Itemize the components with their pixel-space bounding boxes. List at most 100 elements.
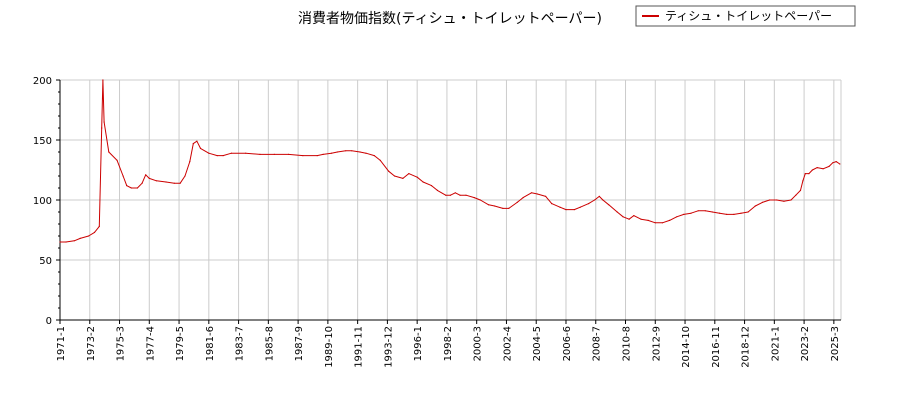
data-point — [330, 152, 332, 154]
x-tick-label: 2012-9 — [651, 326, 662, 361]
data-point — [108, 151, 110, 153]
data-point — [379, 159, 381, 161]
data-point — [640, 218, 642, 220]
data-point — [116, 159, 118, 161]
data-point — [402, 177, 404, 179]
data-point — [273, 153, 275, 155]
data-point — [769, 199, 771, 201]
x-tick-label: 2008-7 — [592, 326, 603, 361]
data-point — [704, 210, 706, 212]
data-point — [530, 192, 533, 194]
data-point — [126, 185, 128, 187]
data-point — [141, 182, 143, 184]
data-point — [516, 201, 518, 203]
data-point — [488, 204, 490, 206]
data-point — [79, 237, 81, 239]
legend: ティシュ・トイレットペーパー — [635, 5, 856, 27]
x-tick-label: 1975-3 — [116, 326, 127, 361]
data-point — [179, 182, 181, 184]
y-tick-label: 150 — [33, 136, 52, 147]
data-point — [628, 218, 630, 220]
data-point — [502, 207, 504, 209]
data-point — [669, 219, 671, 221]
data-point — [449, 194, 452, 196]
data-point — [192, 143, 194, 145]
x-tick-label: 2006-6 — [562, 326, 573, 361]
data-point — [103, 121, 105, 123]
x-tick-label: 2014-10 — [681, 326, 692, 368]
data-point — [165, 181, 167, 183]
data-point — [661, 222, 664, 224]
data-point — [816, 167, 818, 169]
data-point — [683, 213, 685, 215]
legend-label: ティシュ・トイレットペーパー — [665, 9, 832, 23]
x-tick-label: 2010-8 — [622, 326, 633, 361]
data-point — [804, 173, 806, 175]
x-tick-label: 1985-8 — [264, 326, 275, 361]
data-point — [579, 206, 581, 208]
data-point — [719, 212, 721, 214]
data-point — [795, 194, 797, 196]
legend-box — [635, 5, 856, 27]
data-point — [173, 182, 175, 184]
data-point — [373, 155, 375, 157]
y-tick-label: 50 — [39, 256, 52, 267]
data-point — [408, 173, 410, 175]
data-point — [598, 195, 600, 197]
x-tick-label: 1993-12 — [383, 326, 394, 368]
x-tick-label: 2004-5 — [532, 326, 543, 361]
data-point — [654, 222, 656, 224]
data-point — [316, 155, 318, 157]
data-point — [288, 153, 290, 155]
x-tick-label: 2023-2 — [800, 326, 811, 361]
x-tick-label: 2021-1 — [770, 326, 781, 361]
x-tick-label: 1996-1 — [413, 326, 424, 361]
axes: 0 50 100 150 200 1971-1 1973-2 1975-3 1977-4 1979… — [33, 76, 841, 368]
grid — [59, 79, 842, 321]
data-point — [445, 194, 447, 196]
data-point — [336, 151, 338, 153]
data-point — [676, 216, 678, 218]
data-point — [245, 152, 247, 154]
data-point — [130, 187, 132, 189]
data-point — [222, 155, 224, 157]
data-point — [199, 147, 202, 149]
data-point — [776, 199, 778, 201]
data-point — [565, 209, 567, 211]
data-point — [494, 205, 496, 207]
data-point — [588, 203, 590, 205]
data-point — [726, 213, 728, 215]
x-tick-label: 2000-3 — [473, 326, 484, 361]
data-point — [616, 211, 618, 213]
x-tick-label: 2016-11 — [711, 326, 722, 368]
data-point — [184, 175, 186, 177]
data-point — [93, 231, 96, 233]
data-point — [302, 155, 304, 157]
data-point — [733, 213, 735, 215]
data-point — [822, 168, 824, 170]
data-point — [454, 192, 456, 194]
data-point — [622, 216, 624, 218]
data-point — [551, 203, 553, 205]
data-point — [216, 155, 218, 157]
data-point — [465, 194, 467, 196]
data-point — [393, 175, 396, 177]
data-point — [88, 235, 90, 237]
data-point — [479, 199, 481, 201]
data-point — [436, 189, 438, 191]
data-point — [155, 180, 157, 182]
data-point — [73, 240, 75, 242]
x-tick-label: 1973-2 — [86, 326, 97, 361]
series-layer — [59, 79, 841, 243]
x-tick-label: 2025-3 — [830, 326, 841, 361]
data-point — [351, 150, 353, 152]
data-point — [808, 173, 810, 175]
data-point — [559, 206, 561, 208]
data-point — [711, 211, 714, 213]
data-point — [573, 209, 575, 211]
x-tick-label: 1989-10 — [324, 326, 335, 368]
data-point — [790, 199, 792, 201]
x-tick-label: 1971-1 — [56, 326, 67, 361]
data-point — [602, 199, 604, 201]
